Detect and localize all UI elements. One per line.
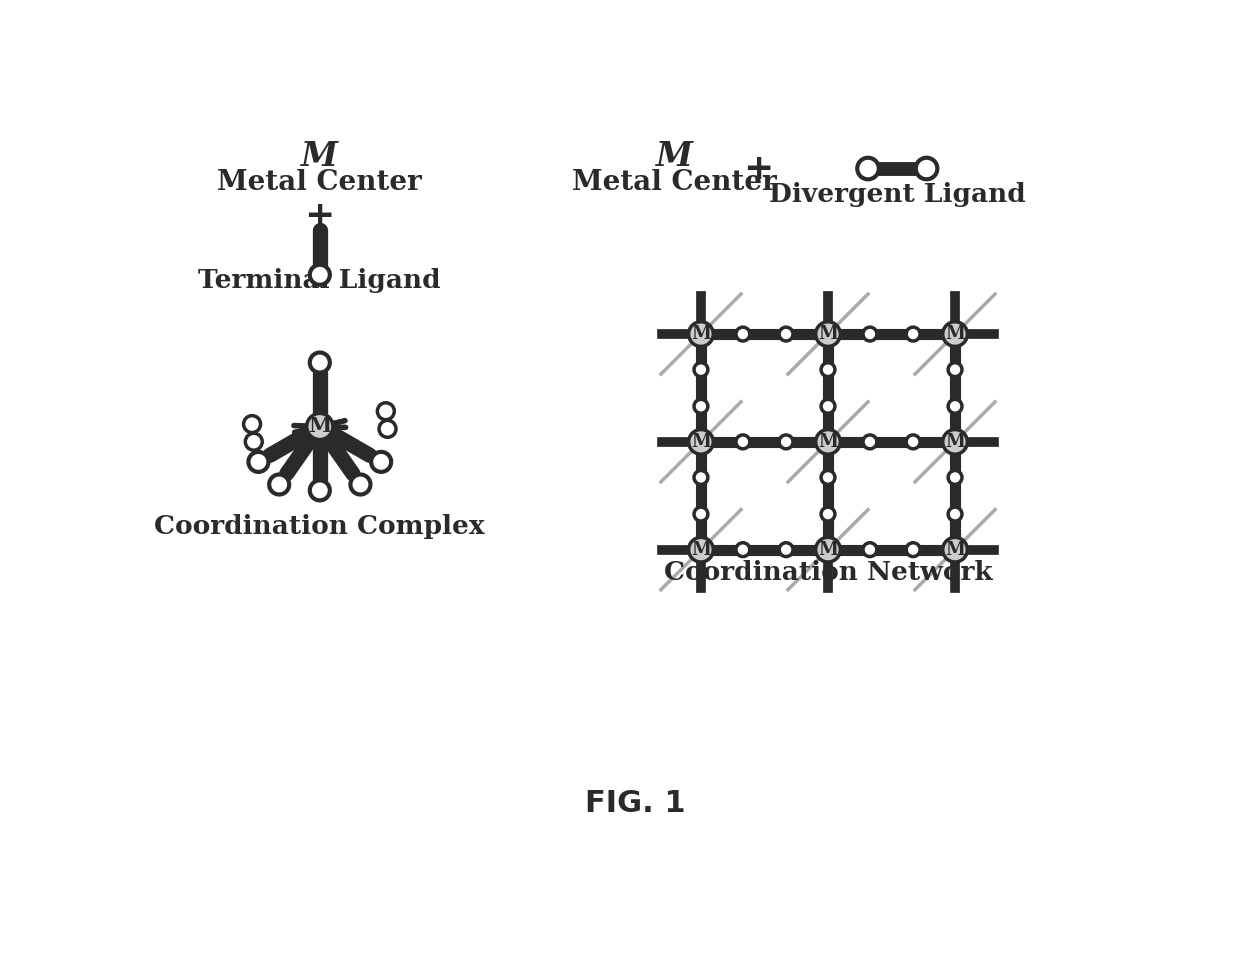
Circle shape <box>351 474 371 495</box>
Text: Coordination Complex: Coordination Complex <box>155 514 485 539</box>
Text: Coordination Network: Coordination Network <box>663 560 992 586</box>
Circle shape <box>269 474 289 495</box>
Text: +: + <box>305 199 335 233</box>
Circle shape <box>949 507 962 521</box>
Text: M: M <box>309 416 331 437</box>
Circle shape <box>688 537 713 562</box>
Circle shape <box>821 363 835 377</box>
Circle shape <box>863 327 877 341</box>
Circle shape <box>906 543 920 557</box>
Circle shape <box>310 265 330 285</box>
Text: FIG. 1: FIG. 1 <box>585 789 686 818</box>
Circle shape <box>942 537 967 562</box>
Circle shape <box>379 420 396 438</box>
Circle shape <box>737 327 750 341</box>
Circle shape <box>821 470 835 484</box>
Circle shape <box>949 363 962 377</box>
Circle shape <box>694 507 708 521</box>
Circle shape <box>816 430 841 454</box>
Circle shape <box>863 435 877 449</box>
Circle shape <box>916 158 937 179</box>
Text: M: M <box>945 325 965 343</box>
Circle shape <box>857 158 879 179</box>
Circle shape <box>243 415 260 433</box>
Circle shape <box>949 470 962 484</box>
Text: M: M <box>818 433 838 451</box>
Circle shape <box>310 352 330 373</box>
Circle shape <box>816 537 841 562</box>
Circle shape <box>942 430 967 454</box>
Text: M: M <box>691 541 711 559</box>
Text: M: M <box>691 433 711 451</box>
Circle shape <box>694 400 708 413</box>
Circle shape <box>306 413 332 439</box>
Text: Metal Center: Metal Center <box>217 168 422 196</box>
Circle shape <box>949 400 962 413</box>
Circle shape <box>246 434 262 450</box>
Text: Terminal Ligand: Terminal Ligand <box>198 268 441 293</box>
Circle shape <box>821 507 835 521</box>
Circle shape <box>377 403 394 420</box>
Circle shape <box>737 435 750 449</box>
Circle shape <box>942 321 967 347</box>
Circle shape <box>779 327 794 341</box>
Circle shape <box>694 363 708 377</box>
Text: Divergent Ligand: Divergent Ligand <box>769 182 1025 207</box>
Text: +: + <box>744 152 774 186</box>
Circle shape <box>779 435 794 449</box>
Circle shape <box>248 452 269 472</box>
Circle shape <box>906 435 920 449</box>
Text: Metal Center: Metal Center <box>572 168 776 196</box>
Circle shape <box>779 543 794 557</box>
Text: M: M <box>818 325 838 343</box>
Text: M: M <box>301 140 339 173</box>
Circle shape <box>688 321 713 347</box>
Circle shape <box>371 452 391 472</box>
Circle shape <box>310 480 330 500</box>
Text: M: M <box>818 541 838 559</box>
Circle shape <box>694 470 708 484</box>
Circle shape <box>816 321 841 347</box>
Text: M: M <box>945 433 965 451</box>
Circle shape <box>821 400 835 413</box>
Text: M: M <box>945 541 965 559</box>
Text: M: M <box>691 325 711 343</box>
Circle shape <box>737 543 750 557</box>
Circle shape <box>906 327 920 341</box>
Text: M: M <box>656 140 692 173</box>
Circle shape <box>688 430 713 454</box>
Circle shape <box>863 543 877 557</box>
